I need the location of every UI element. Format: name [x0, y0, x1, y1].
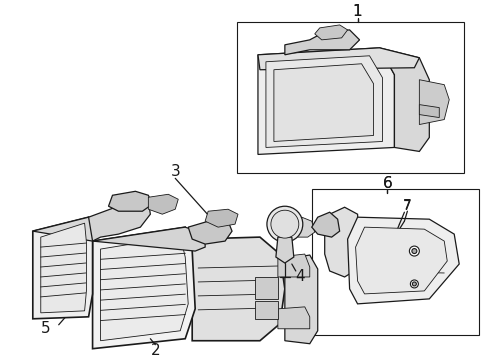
- Polygon shape: [266, 56, 383, 148]
- Text: 2: 2: [150, 343, 160, 358]
- Polygon shape: [315, 25, 347, 40]
- Text: 7: 7: [403, 199, 412, 213]
- Polygon shape: [188, 219, 232, 244]
- Polygon shape: [148, 194, 178, 214]
- Polygon shape: [276, 237, 294, 263]
- Circle shape: [412, 248, 417, 253]
- Polygon shape: [255, 301, 278, 319]
- Polygon shape: [278, 307, 310, 329]
- Circle shape: [413, 282, 416, 286]
- Polygon shape: [192, 237, 285, 341]
- Polygon shape: [89, 199, 150, 241]
- Polygon shape: [255, 277, 278, 299]
- Polygon shape: [33, 217, 100, 241]
- Text: 3: 3: [171, 164, 180, 179]
- Polygon shape: [419, 80, 449, 125]
- Text: 4: 4: [295, 270, 305, 284]
- Polygon shape: [347, 217, 459, 304]
- Polygon shape: [285, 255, 318, 344]
- Polygon shape: [379, 48, 429, 152]
- Text: 1: 1: [353, 4, 363, 19]
- Polygon shape: [100, 236, 188, 341]
- Polygon shape: [274, 64, 373, 141]
- Text: 6: 6: [383, 176, 392, 191]
- Polygon shape: [93, 227, 195, 349]
- Text: 1: 1: [353, 4, 363, 19]
- Polygon shape: [312, 212, 340, 237]
- Polygon shape: [285, 30, 360, 55]
- Polygon shape: [33, 217, 93, 319]
- Polygon shape: [293, 217, 315, 237]
- Text: 6: 6: [383, 176, 392, 191]
- Circle shape: [267, 206, 303, 242]
- Polygon shape: [205, 209, 238, 227]
- Polygon shape: [258, 48, 394, 154]
- Polygon shape: [41, 223, 87, 313]
- Text: 5: 5: [41, 321, 50, 336]
- Circle shape: [409, 246, 419, 256]
- Polygon shape: [108, 191, 152, 211]
- Circle shape: [271, 210, 299, 238]
- Polygon shape: [278, 254, 310, 277]
- Bar: [312, 189, 479, 335]
- Bar: [237, 22, 464, 174]
- Text: 7: 7: [403, 198, 412, 212]
- Polygon shape: [325, 207, 360, 277]
- Polygon shape: [356, 227, 447, 294]
- Circle shape: [411, 280, 418, 288]
- Polygon shape: [93, 227, 205, 251]
- Polygon shape: [419, 105, 439, 118]
- Polygon shape: [258, 48, 419, 70]
